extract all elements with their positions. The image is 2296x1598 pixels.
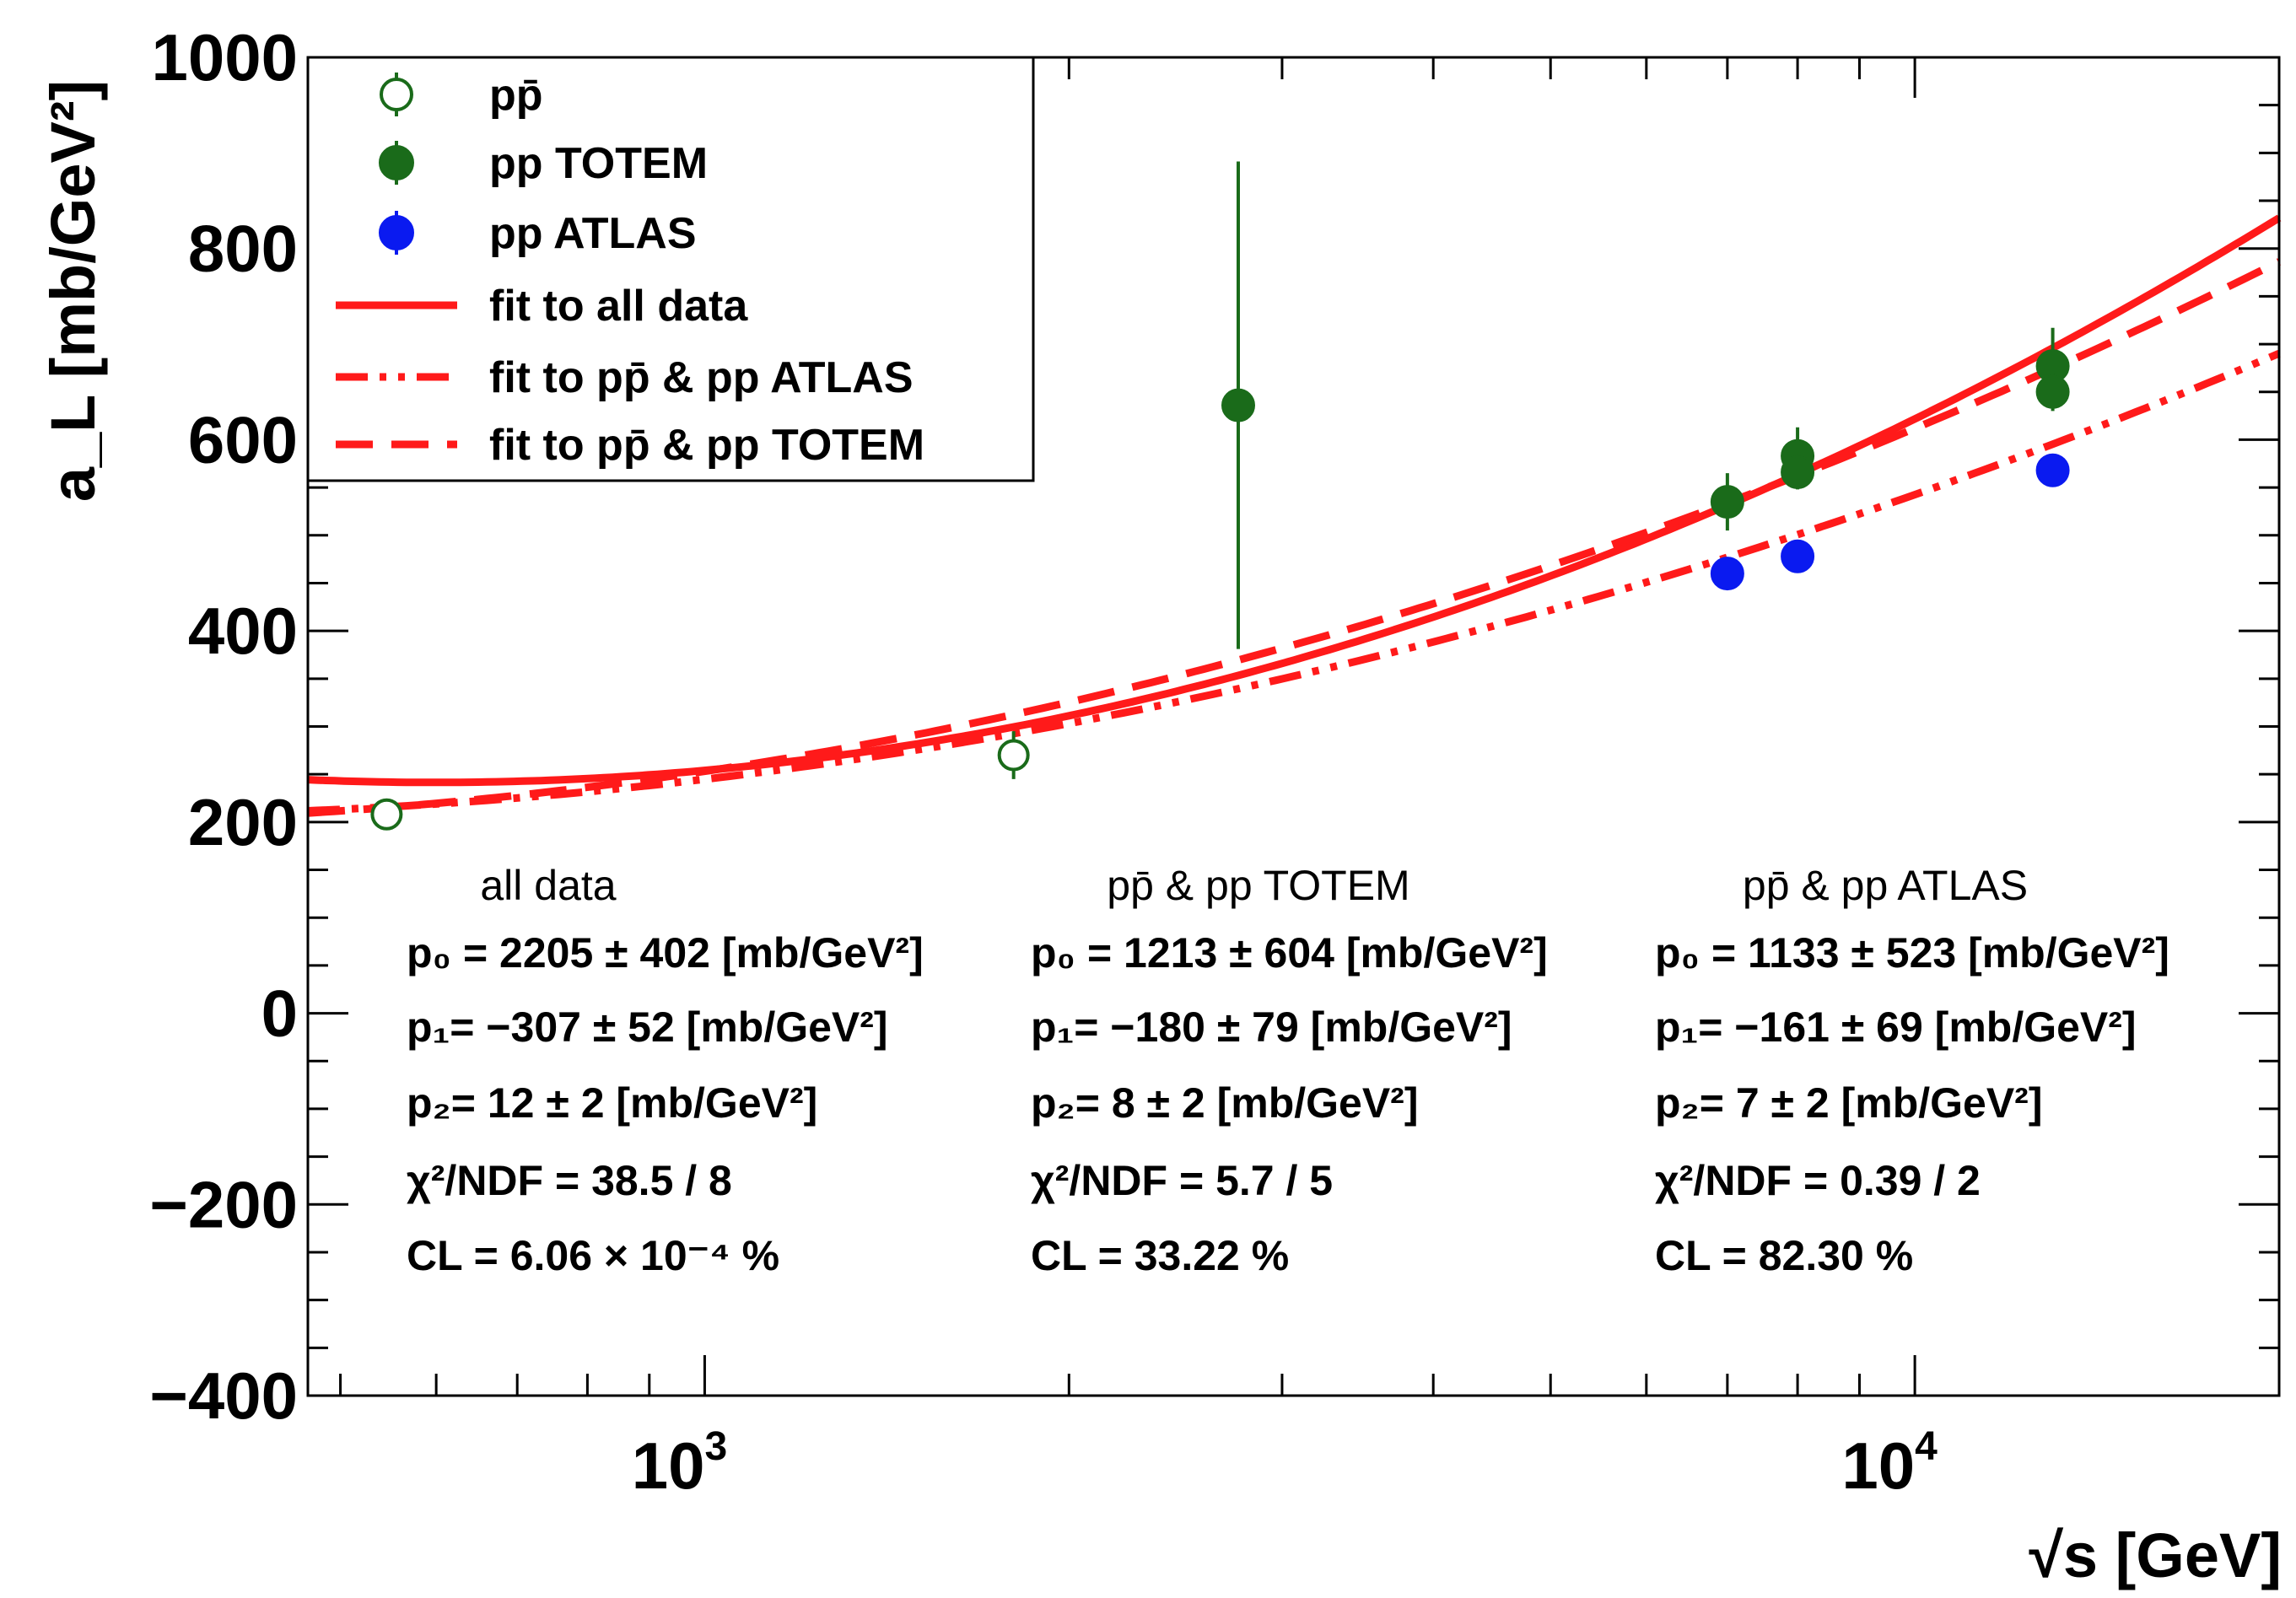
y-tick-label: 400 <box>188 594 298 668</box>
legend-label: pp̄ <box>489 71 543 120</box>
legend-label: pp TOTEM <box>489 139 708 188</box>
data-point <box>1781 539 1815 573</box>
y-tick-label: 1000 <box>151 20 298 94</box>
annotation-line: CL = 82.30 % <box>1655 1232 1913 1279</box>
annotation-line: p₂= 7 ± 2 [mb/GeV²] <box>1655 1079 2042 1127</box>
legend-box <box>306 56 1035 482</box>
y-tick-label: −400 <box>149 1359 298 1433</box>
annotation-line: p₀ = 1133 ± 523 [mb/GeV²] <box>1655 929 2169 977</box>
x-tick-label: 104 <box>1841 1424 1938 1503</box>
legend: pp̄ pp TOTEM pp ATLAS fit to all data fit to… <box>306 56 1035 482</box>
annotation-line: p₂= 8 ± 2 [mb/GeV²] <box>1031 1079 1418 1127</box>
annotation-line: CL = 6.06 × 10⁻⁴ % <box>407 1232 779 1279</box>
y-tick-label: 200 <box>188 785 298 859</box>
annotation-line: χ²/NDF = 0.39 / 2 <box>1655 1157 1981 1204</box>
y-axis-label-group: a_L [mb/GeV²] <box>38 80 108 502</box>
fit-curve-dash-dot-dot <box>307 349 2281 815</box>
x-tick-exponent: 4 <box>1915 1424 1938 1469</box>
annotation-line: CL = 33.22 % <box>1031 1232 1289 1279</box>
data-point-open <box>370 798 403 831</box>
axes <box>306 56 2281 1397</box>
data-point <box>1781 455 1815 489</box>
annotation-title: pp̄ & pp ATLAS <box>1743 862 2028 909</box>
y-axis-label: a_L [mb/GeV²] <box>38 80 108 502</box>
legend-marker <box>380 78 413 111</box>
x-axis-label: √s [GeV] <box>2029 1520 2282 1590</box>
legend-marker <box>379 145 414 180</box>
annotation-line: p₁= −307 ± 52 [mb/GeV²] <box>407 1003 888 1051</box>
legend-marker <box>379 215 414 250</box>
data-point <box>1221 388 1255 422</box>
annotation-title: all data <box>480 862 616 909</box>
data-point <box>1710 485 1744 519</box>
data-point <box>1710 557 1744 591</box>
data-point-open <box>997 739 1030 772</box>
legend-label: fit to all data <box>489 282 748 331</box>
annotation-line: χ²/NDF = 38.5 / 8 <box>407 1157 732 1204</box>
data-point <box>2035 453 2070 487</box>
annotation-line: p₁= −161 ± 69 [mb/GeV²] <box>1655 1003 2137 1051</box>
fit-curve-solid <box>307 214 2282 787</box>
annotation-title: pp̄ & pp TOTEM <box>1107 862 1409 909</box>
legend-label: fit to pp̄ & pp ATLAS <box>489 353 914 402</box>
annotation-line: p₀ = 1213 ± 604 [mb/GeV²] <box>1031 929 1548 977</box>
y-tick-label: 800 <box>188 212 298 286</box>
y-tick-label: 600 <box>188 402 298 476</box>
fit-curve-dashed <box>307 258 2282 817</box>
y-tick-label: −200 <box>149 1167 298 1241</box>
fit-annotations: all data p₀ = 2205 ± 402 [mb/GeV²] p₁= −30… <box>407 862 2169 1279</box>
annotation-line: p₁= −180 ± 79 [mb/GeV²] <box>1031 1003 1512 1051</box>
annotation-line: χ²/NDF = 5.7 / 5 <box>1031 1157 1333 1204</box>
legend-label: fit to pp̄ & pp TOTEM <box>489 421 924 470</box>
data-points <box>370 161 2070 831</box>
y-tick-label: 0 <box>261 977 298 1051</box>
fit-curves <box>307 214 2282 817</box>
annotation-line: p₀ = 2205 ± 402 [mb/GeV²] <box>407 929 924 977</box>
tick-labels: −400 −200 0 200 400 600 800 1000 103 104 <box>149 20 1938 1503</box>
legend-label: pp ATLAS <box>489 209 697 258</box>
annotation-line: p₂= 12 ± 2 [mb/GeV²] <box>407 1079 817 1127</box>
x-tick-exponent: 3 <box>704 1424 727 1469</box>
data-point <box>2035 374 2070 409</box>
x-tick-label: 103 <box>632 1424 727 1503</box>
